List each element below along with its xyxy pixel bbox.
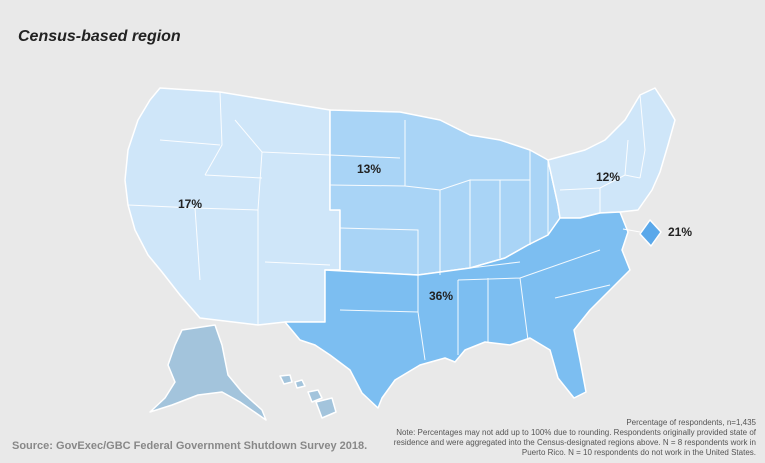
label-midwest: 13%	[357, 162, 381, 176]
region-dc[interactable]	[639, 219, 662, 247]
label-northeast: 12%	[596, 170, 620, 184]
label-west: 17%	[178, 197, 202, 211]
map-title: Census-based region	[18, 28, 181, 45]
sample-size: Percentage of respondents, n=1,435	[626, 418, 756, 427]
region-hawaii[interactable]	[279, 374, 337, 419]
note-text: Note: Percentages may not add up to 100%…	[393, 428, 756, 457]
region-northeast[interactable]	[547, 87, 676, 219]
source-credit: Source: GovExec/GBC Federal Government S…	[12, 440, 368, 452]
region-alaska[interactable]	[149, 324, 267, 421]
footnote: Percentage of respondents, n=1,435 Note:…	[376, 418, 756, 458]
state-borders	[127, 91, 646, 361]
label-south: 36%	[429, 289, 453, 303]
label-dc: 21%	[668, 225, 692, 239]
